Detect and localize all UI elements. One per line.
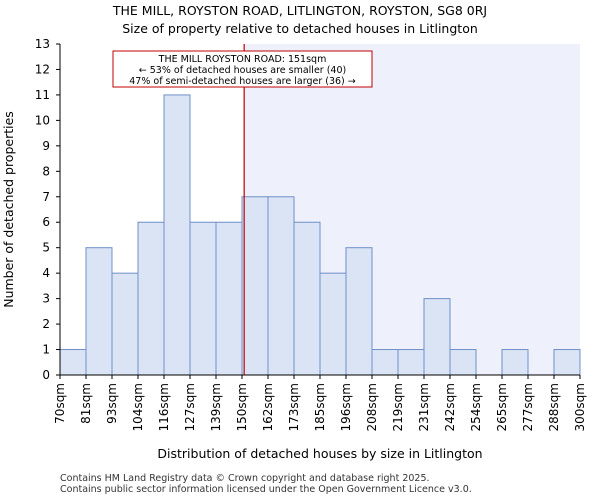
bar-219sqm — [397, 349, 425, 376]
y-tick-label-10: 10 — [35, 113, 50, 127]
bar-231sqm — [423, 298, 451, 376]
bar-173sqm — [293, 221, 321, 376]
bar-70sqm — [59, 349, 87, 376]
annotation-box — [112, 50, 373, 88]
x-tick-label-300sqm: 300sqm — [573, 383, 587, 431]
bar-162sqm — [267, 196, 295, 376]
bar-93sqm — [111, 272, 139, 376]
attribution: Contains HM Land Registry data © Crown c… — [60, 473, 472, 495]
x-tick-label-116sqm: 116sqm — [157, 383, 171, 431]
annotation-smaller: ← 53% of detached houses are smaller (40… — [139, 65, 346, 76]
x-tick-label-139sqm: 139sqm — [209, 383, 223, 431]
x-tick-label-104sqm: 104sqm — [131, 383, 145, 431]
y-tick-label-2: 2 — [42, 317, 50, 331]
bar-208sqm — [371, 349, 399, 376]
y-tick-label-9: 9 — [42, 139, 50, 153]
x-axis-label: Distribution of detached houses by size … — [157, 446, 482, 461]
title-address: THE MILL, ROYSTON ROAD, LITLINGTON, ROYS… — [112, 3, 488, 18]
y-tick-label-3: 3 — [42, 292, 50, 306]
chart-title: THE MILL, ROYSTON ROAD, LITLINGTON, ROYS… — [0, 2, 600, 38]
bar-116sqm — [163, 94, 191, 376]
x-tick-label-254sqm: 254sqm — [469, 383, 483, 431]
x-tick-label-93sqm: 93sqm — [105, 383, 119, 424]
bar-139sqm — [215, 221, 243, 376]
annotation-title: THE MILL ROYSTON ROAD: 151sqm — [158, 54, 327, 65]
y-tick-label-7: 7 — [42, 190, 50, 204]
y-tick-label-1: 1 — [42, 343, 50, 357]
x-tick-label-231sqm: 231sqm — [417, 383, 431, 431]
y-tick-label-13: 13 — [35, 37, 50, 51]
y-tick-label-11: 11 — [35, 88, 50, 102]
y-tick-label-5: 5 — [42, 241, 50, 255]
bar-150sqm — [241, 196, 269, 376]
x-tick-label-265sqm: 265sqm — [495, 383, 509, 431]
attribution-line-1: Contains HM Land Registry data © Crown c… — [60, 473, 430, 484]
bar-242sqm — [449, 349, 477, 376]
title-subtitle: Size of property relative to detached ho… — [122, 21, 478, 36]
y-tick-label-12: 12 — [35, 62, 50, 76]
x-tick-label-81sqm: 81sqm — [79, 383, 93, 424]
y-axis-label: Number of detached properties — [1, 111, 16, 308]
bar-104sqm — [137, 221, 165, 376]
x-tick-label-127sqm: 127sqm — [183, 383, 197, 431]
x-tick-label-288sqm: 288sqm — [547, 383, 561, 431]
x-tick-label-70sqm: 70sqm — [53, 383, 67, 424]
x-tick-label-185sqm: 185sqm — [313, 383, 327, 431]
bar-288sqm — [553, 349, 581, 376]
x-tick-label-162sqm: 162sqm — [261, 383, 275, 431]
x-tick-label-173sqm: 173sqm — [287, 383, 301, 431]
x-tick-label-242sqm: 242sqm — [443, 383, 457, 431]
attribution-line-2: Contains public sector information licen… — [60, 484, 472, 495]
bar-81sqm — [85, 247, 113, 376]
y-tick-label-4: 4 — [42, 266, 50, 280]
x-tick-label-196sqm: 196sqm — [339, 383, 353, 431]
bar-127sqm — [189, 221, 217, 376]
x-tick-label-150sqm: 150sqm — [235, 383, 249, 431]
y-tick-label-8: 8 — [42, 164, 50, 178]
x-tick-label-219sqm: 219sqm — [391, 383, 405, 431]
bar-185sqm — [319, 272, 347, 376]
bar-265sqm — [501, 349, 529, 376]
y-tick-label-6: 6 — [42, 215, 50, 229]
x-tick-label-208sqm: 208sqm — [365, 383, 379, 431]
bar-196sqm — [345, 247, 373, 376]
y-tick-label-0: 0 — [42, 368, 50, 382]
x-tick-label-277sqm: 277sqm — [521, 383, 535, 431]
annotation-larger: 47% of semi-detached houses are larger (… — [129, 76, 356, 87]
